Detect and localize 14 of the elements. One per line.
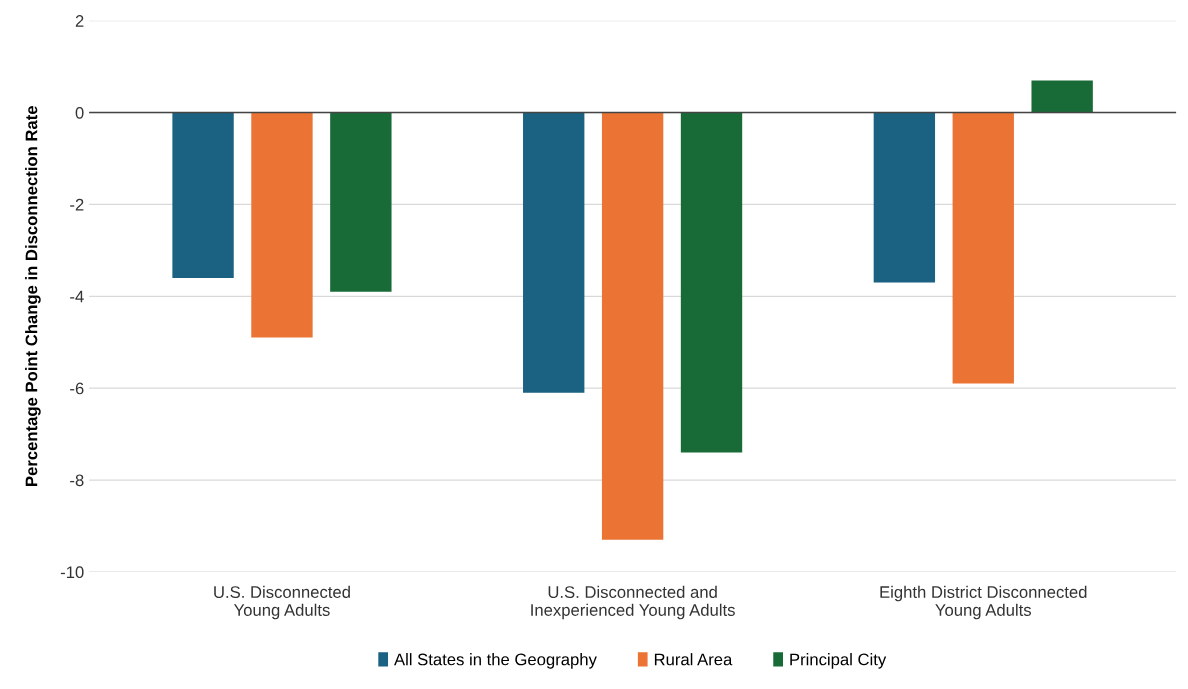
x-tick-label: Eighth District Disconnected Young Adults: [880, 585, 1087, 620]
y-tick-label: -6: [70, 382, 84, 395]
y-tick-label: -4: [70, 290, 84, 303]
y-tick-label: -2: [70, 198, 84, 211]
x-tick-label: U.S. Disconnected and Inexperienced Young Adults: [531, 585, 735, 620]
y-tick-label: 2: [75, 15, 84, 27]
x-tick-label: U.S. Disconnected Young Adults: [214, 585, 350, 620]
y-axis-title: Percentage Point Change in Disconnection Rate: [25, 106, 41, 486]
y-tick-label: -8: [70, 474, 84, 487]
legend-label: Principal City: [790, 653, 887, 669]
y-tick-label: 0: [75, 106, 84, 119]
y-tick-label: -10: [60, 566, 84, 579]
legend-label: All States in the Geography: [394, 653, 597, 669]
legend-label: Rural Area: [654, 653, 733, 666]
